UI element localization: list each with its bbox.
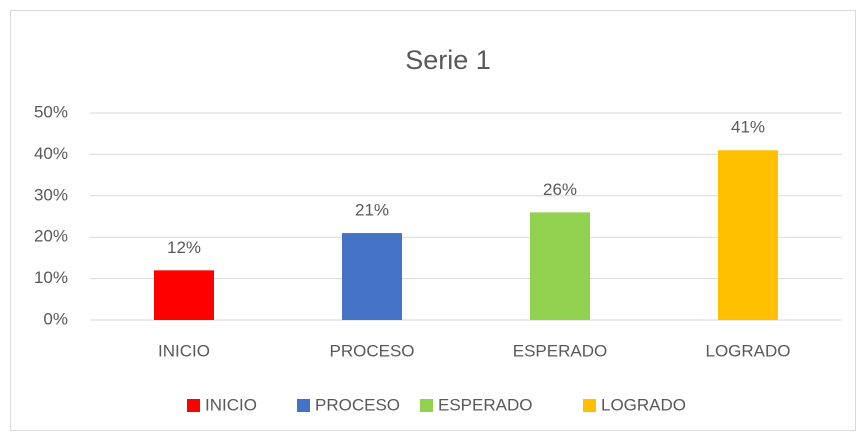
legend-label: LOGRADO (601, 395, 686, 414)
y-tick-label: 50% (34, 102, 68, 121)
x-tick-label: PROCESO (329, 341, 414, 360)
bar (718, 150, 778, 320)
legend-swatch (187, 399, 200, 412)
y-tick-label: 0% (43, 309, 68, 328)
y-tick-label: 40% (34, 144, 68, 163)
legend-label: INICIO (205, 395, 257, 414)
x-tick-label: ESPERADO (513, 341, 607, 360)
data-label: 12% (167, 238, 201, 257)
y-tick-label: 30% (34, 185, 68, 204)
x-tick-label: INICIO (158, 341, 210, 360)
data-label: 41% (731, 118, 765, 137)
legend-label: ESPERADO (438, 395, 532, 414)
legend-swatch (583, 399, 596, 412)
data-label: 21% (355, 201, 389, 220)
x-tick-label: LOGRADO (705, 341, 790, 360)
legend-label: PROCESO (315, 395, 400, 414)
y-tick-label: 10% (34, 268, 68, 287)
data-label: 26% (543, 180, 577, 199)
legend-swatch (297, 399, 310, 412)
chart-border (10, 10, 856, 431)
chart-title: Serie 1 (405, 45, 491, 75)
legend-swatch (420, 399, 433, 412)
bar (342, 233, 402, 320)
y-tick-label: 20% (34, 227, 68, 246)
bar (154, 270, 214, 320)
bar (530, 212, 590, 320)
